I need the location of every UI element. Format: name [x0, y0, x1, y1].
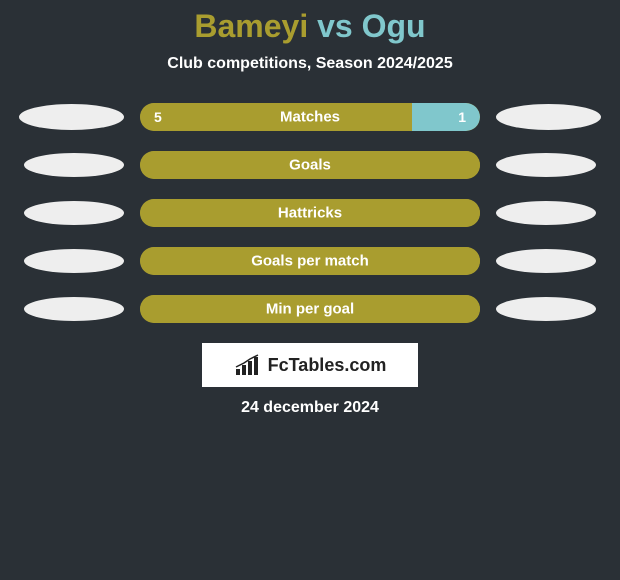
player1-badge — [19, 104, 124, 130]
player2-badge — [496, 201, 596, 225]
comparison-card: Bameyi vs Ogu Club competitions, Season … — [0, 0, 620, 417]
player1-badge — [24, 201, 124, 225]
stat-label: Matches — [280, 109, 340, 126]
stat-row: Min per goal — [0, 295, 620, 323]
chart-icon — [234, 353, 264, 377]
stat-label: Min per goal — [266, 301, 354, 318]
page-title: Bameyi vs Ogu — [0, 8, 620, 45]
stat-row: 51 Matches — [0, 103, 620, 131]
player2-badge — [496, 104, 601, 130]
subtitle: Club competitions, Season 2024/2025 — [0, 55, 620, 73]
logo-box: FcTables.com — [202, 343, 418, 387]
stat-label: Hattricks — [278, 205, 342, 222]
stat-bar: 51 Matches — [140, 103, 480, 131]
logo-text: FcTables.com — [268, 355, 387, 376]
player1-badge — [24, 297, 124, 321]
player1-badge — [24, 153, 124, 177]
bar-segment-right: 1 — [412, 103, 480, 131]
stat-label: Goals per match — [251, 253, 369, 270]
bar-segment-left: 5 — [140, 103, 412, 131]
stat-bar: Goals — [140, 151, 480, 179]
date-line: 24 december 2024 — [0, 399, 620, 417]
title-player2: Ogu — [362, 8, 426, 44]
stats-list: 51 Matches Goals Hattricks Goals per match Mi… — [0, 103, 620, 323]
player2-badge — [496, 153, 596, 177]
stat-bar: Hattricks — [140, 199, 480, 227]
title-player1: Bameyi — [194, 8, 308, 44]
player2-badge — [496, 297, 596, 321]
stat-label: Goals — [289, 157, 331, 174]
player1-badge — [24, 249, 124, 273]
title-vs: vs — [317, 8, 353, 44]
player2-badge — [496, 249, 596, 273]
stat-row: Goals — [0, 151, 620, 179]
stat-bar: Goals per match — [140, 247, 480, 275]
stat-row: Goals per match — [0, 247, 620, 275]
stat-bar: Min per goal — [140, 295, 480, 323]
stat-row: Hattricks — [0, 199, 620, 227]
